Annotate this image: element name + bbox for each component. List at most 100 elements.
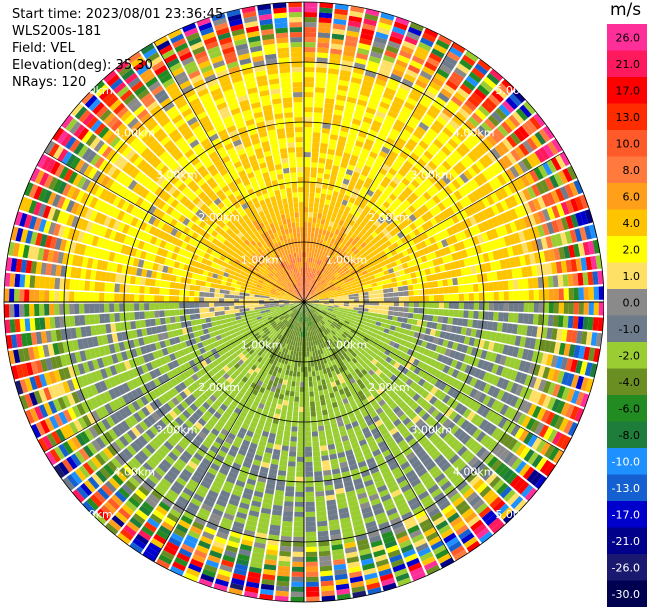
velocity-gate bbox=[423, 308, 429, 315]
velocity-gate bbox=[424, 238, 432, 247]
velocity-gate bbox=[360, 470, 371, 478]
velocity-gate bbox=[219, 522, 232, 531]
velocity-gate bbox=[494, 353, 502, 364]
velocity-gate bbox=[366, 582, 381, 591]
velocity-gate bbox=[463, 284, 469, 293]
velocity-gate bbox=[425, 253, 433, 261]
velocity-gate bbox=[318, 550, 331, 557]
velocity-gate bbox=[467, 193, 477, 204]
velocity-gate bbox=[413, 188, 423, 198]
velocity-gate bbox=[323, 358, 328, 364]
velocity-gate bbox=[188, 442, 199, 452]
velocity-gate bbox=[369, 275, 376, 280]
velocity-gate bbox=[409, 21, 424, 32]
velocity-gate bbox=[223, 512, 235, 521]
velocity-gate bbox=[294, 346, 297, 352]
velocity-gate bbox=[309, 277, 312, 283]
velocity-gate bbox=[272, 330, 278, 336]
velocity-gate bbox=[368, 423, 377, 431]
velocity-gate bbox=[375, 321, 382, 327]
velocity-gate bbox=[425, 220, 434, 229]
velocity-gate bbox=[215, 436, 224, 445]
velocity-gate bbox=[73, 419, 84, 432]
velocity-gate bbox=[493, 281, 499, 291]
velocity-gate bbox=[221, 517, 233, 526]
velocity-gate bbox=[333, 478, 343, 485]
velocity-gate bbox=[524, 487, 538, 502]
velocity-gate bbox=[326, 253, 332, 259]
velocity-gate bbox=[307, 272, 310, 278]
velocity-gate bbox=[155, 505, 168, 516]
velocity-gate bbox=[321, 128, 331, 134]
velocity-gate bbox=[356, 329, 362, 335]
velocity-gate bbox=[192, 554, 206, 564]
velocity-gate bbox=[436, 323, 443, 331]
velocity-gate bbox=[86, 497, 99, 511]
velocity-gate bbox=[560, 402, 571, 416]
velocity-gate bbox=[128, 496, 141, 508]
velocity-gate bbox=[127, 403, 137, 414]
velocity-gate bbox=[316, 334, 321, 340]
velocity-gate bbox=[329, 349, 334, 356]
velocity-gate bbox=[241, 356, 248, 363]
velocity-gate bbox=[348, 366, 354, 373]
velocity-gate bbox=[86, 459, 99, 472]
velocity-gate bbox=[460, 383, 469, 394]
velocity-gate bbox=[223, 424, 232, 432]
velocity-gate bbox=[400, 461, 411, 471]
velocity-gate bbox=[417, 158, 427, 168]
velocity-gate bbox=[310, 177, 317, 183]
velocity-gate bbox=[279, 341, 284, 347]
velocity-gate bbox=[208, 517, 220, 527]
velocity-gate bbox=[448, 302, 454, 309]
velocity-gate bbox=[579, 361, 588, 375]
velocity-gate bbox=[316, 410, 322, 417]
velocity-gate bbox=[512, 346, 520, 358]
velocity-gate bbox=[439, 264, 446, 272]
velocity-gate bbox=[541, 327, 548, 339]
velocity-gate bbox=[322, 317, 328, 322]
velocity-gate bbox=[460, 419, 470, 430]
velocity-gate bbox=[85, 399, 95, 411]
velocity-gate bbox=[500, 212, 509, 224]
velocity-gate bbox=[493, 311, 499, 321]
velocity-gate bbox=[35, 421, 46, 436]
velocity-gate bbox=[542, 314, 549, 326]
velocity-gate bbox=[321, 318, 327, 324]
velocity-gate bbox=[317, 292, 323, 296]
velocity-gate bbox=[296, 461, 304, 467]
velocity-gate bbox=[336, 94, 347, 102]
velocity-gate bbox=[342, 178, 350, 185]
velocity-gate bbox=[330, 48, 342, 55]
velocity-gate bbox=[300, 306, 303, 312]
velocity-gate bbox=[223, 327, 230, 333]
velocity-gate bbox=[304, 252, 307, 257]
velocity-gate bbox=[122, 432, 133, 444]
velocity-gate bbox=[388, 297, 394, 302]
velocity-gate bbox=[134, 438, 145, 450]
velocity-gate bbox=[332, 119, 342, 126]
velocity-gate bbox=[327, 309, 333, 313]
velocity-gate bbox=[321, 280, 327, 286]
velocity-gate bbox=[374, 235, 382, 242]
velocity-gate bbox=[275, 590, 289, 597]
velocity-gate bbox=[144, 372, 153, 382]
velocity-gate bbox=[345, 362, 351, 369]
velocity-gate bbox=[401, 404, 411, 413]
velocity-gate bbox=[350, 345, 356, 352]
velocity-gate bbox=[374, 453, 384, 462]
velocity-gate bbox=[369, 262, 375, 268]
velocity-gate bbox=[412, 284, 419, 290]
velocity-gate bbox=[508, 408, 518, 421]
velocity-gate bbox=[305, 326, 308, 332]
velocity-gate bbox=[342, 290, 348, 294]
velocity-gate bbox=[193, 452, 204, 462]
velocity-gate bbox=[291, 345, 295, 351]
velocity-gate bbox=[267, 411, 275, 418]
velocity-gate bbox=[348, 322, 355, 327]
velocity-gate bbox=[560, 260, 568, 273]
velocity-gate bbox=[373, 383, 381, 391]
velocity-gate bbox=[222, 372, 230, 380]
velocity-gate bbox=[428, 535, 442, 547]
velocity-gate bbox=[434, 96, 447, 107]
